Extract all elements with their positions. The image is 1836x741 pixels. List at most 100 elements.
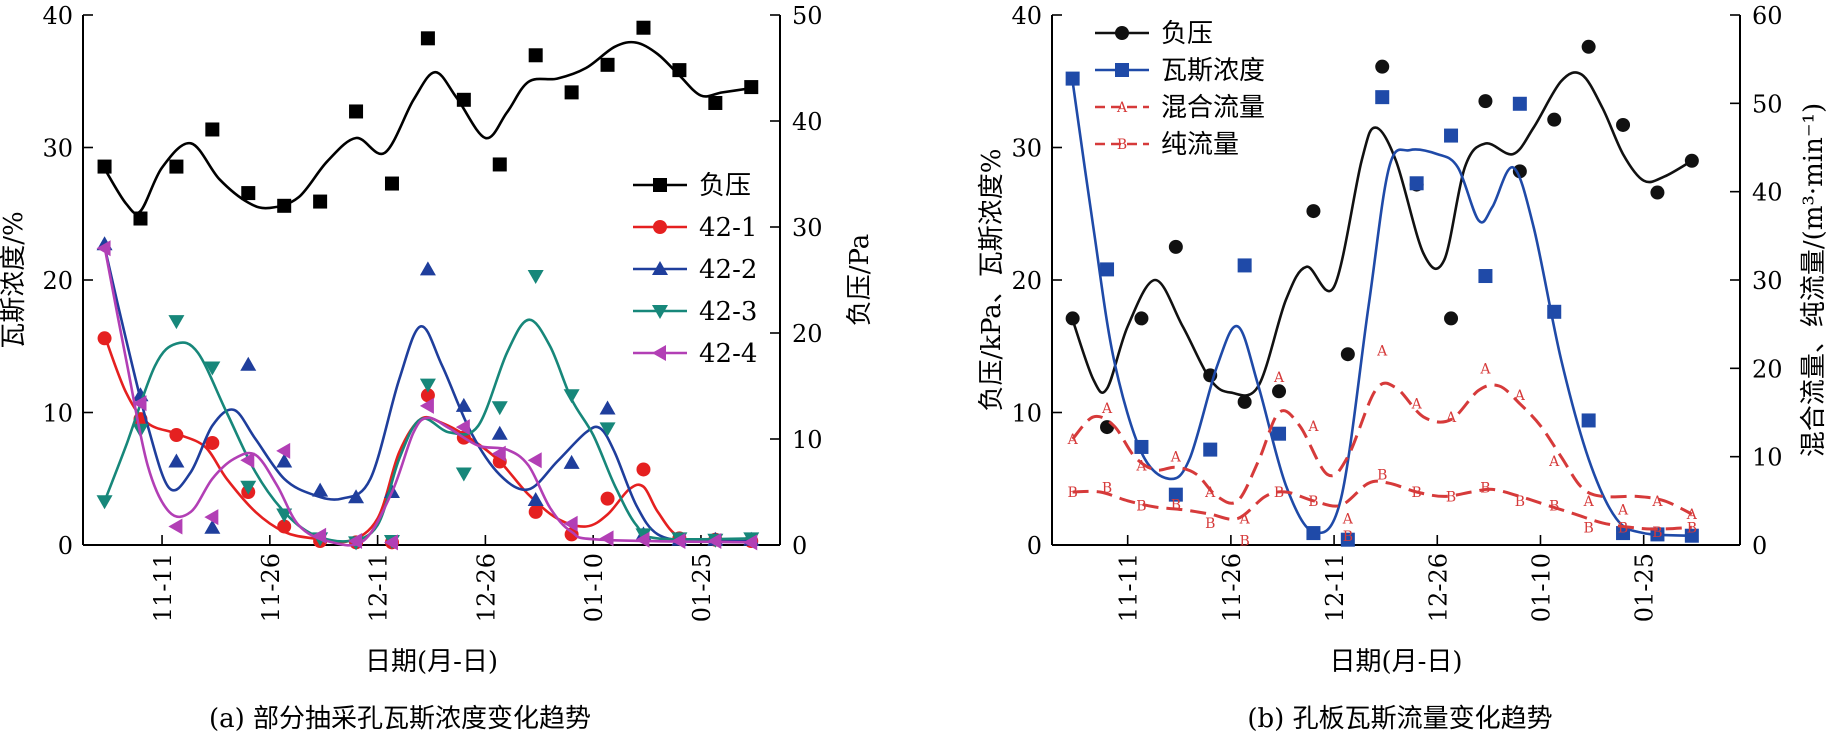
data-point xyxy=(168,453,185,468)
legend-marker: B xyxy=(1117,137,1127,153)
data-point xyxy=(1581,413,1596,428)
right-y-tick-label: 10 xyxy=(792,426,823,454)
right-y-tick-label: 20 xyxy=(1752,355,1783,383)
data-point xyxy=(96,240,111,257)
data-point: B xyxy=(1515,494,1525,510)
data-point xyxy=(456,92,471,107)
left-y-tick-label: 40 xyxy=(1011,2,1042,30)
legend-label: 负压 xyxy=(699,171,751,201)
legend-marker xyxy=(652,261,668,275)
data-point xyxy=(277,198,292,213)
data-point: A xyxy=(1170,450,1182,466)
series-line xyxy=(103,318,752,543)
data-point xyxy=(600,491,615,506)
data-point: A xyxy=(1376,344,1388,360)
data-point: A xyxy=(1583,494,1595,510)
data-point xyxy=(744,80,759,95)
data-point: B xyxy=(1274,485,1284,501)
data-point xyxy=(1375,90,1390,105)
data-point: A xyxy=(1548,454,1560,470)
data-point xyxy=(384,176,399,191)
series-line xyxy=(103,246,752,547)
left-y-tick-label: 0 xyxy=(58,532,73,560)
data-point xyxy=(169,428,184,443)
data-point: B xyxy=(1343,529,1353,545)
right-y-tick-label: 60 xyxy=(1752,2,1783,30)
right-y-tick-label: 40 xyxy=(792,108,823,136)
series-line xyxy=(103,40,752,215)
data-point xyxy=(169,159,184,174)
data-point: B xyxy=(1618,520,1628,536)
right-y-tick-label: 50 xyxy=(792,2,823,30)
data-point xyxy=(205,122,220,137)
data-point xyxy=(312,482,329,497)
data-point xyxy=(1134,311,1149,326)
data-point xyxy=(419,397,434,414)
left-y-tick-label: 20 xyxy=(42,267,73,295)
series-line xyxy=(103,246,752,543)
series-42-4 xyxy=(96,240,758,551)
data-point xyxy=(528,48,543,63)
chart-panel-a: 0 10 20 30 40 0 10 20 30 40 50 11-11 11-26 12-11 12-26… xyxy=(0,2,875,734)
data-point xyxy=(707,533,722,550)
series-line xyxy=(103,335,752,544)
legend-item: 负压 xyxy=(1095,19,1213,49)
x-tick-label: 12-11 xyxy=(365,553,393,622)
data-point xyxy=(455,467,472,482)
x-tick-label: 11-26 xyxy=(1218,553,1246,622)
series-line xyxy=(1071,71,1693,397)
data-point xyxy=(636,462,651,477)
legend-marker xyxy=(652,305,668,319)
x-axis-label: 日期(月-日) xyxy=(1329,647,1462,677)
data-point xyxy=(204,519,221,534)
left-y-tick-label: 20 xyxy=(1011,267,1042,295)
x-tick-label: 11-26 xyxy=(257,553,285,622)
data-point xyxy=(1375,59,1390,74)
data-point: A xyxy=(1135,459,1147,475)
data-point: A xyxy=(1445,410,1457,426)
right-y-tick-label: 30 xyxy=(1752,267,1783,295)
legend-item: A 混合流量 xyxy=(1095,93,1265,123)
x-tick-label: 12-26 xyxy=(1424,553,1452,622)
data-point: A xyxy=(1651,494,1663,510)
data-point xyxy=(241,186,256,201)
data-point xyxy=(96,495,113,510)
legend-item: 负压 xyxy=(633,171,751,201)
right-y-axis-label: 负压/Pa xyxy=(845,234,875,327)
data-point xyxy=(492,157,507,172)
data-point xyxy=(1512,164,1527,179)
left-y-axis-label: 瓦斯浓度/% xyxy=(0,211,29,348)
data-point xyxy=(313,194,328,209)
data-point xyxy=(491,445,506,462)
x-tick-label: 11-11 xyxy=(1115,553,1143,622)
data-point xyxy=(348,533,363,550)
legend-marker: A xyxy=(1116,100,1128,116)
data-point: B xyxy=(1411,485,1421,501)
data-point xyxy=(1168,487,1183,502)
data-point xyxy=(455,419,470,436)
series-line xyxy=(1071,81,1692,537)
legend-item: B 纯流量 xyxy=(1095,130,1239,160)
data-point xyxy=(204,509,219,526)
series-42-1 xyxy=(97,331,759,550)
right-y-tick-label: 0 xyxy=(1752,532,1767,560)
data-point xyxy=(1306,204,1321,219)
data-point: A xyxy=(1686,507,1698,523)
data-point xyxy=(527,270,544,285)
series-瓦斯浓度 xyxy=(1065,71,1699,547)
data-point: B xyxy=(1136,498,1146,514)
data-point xyxy=(1581,39,1596,54)
x-tick-label: 01-25 xyxy=(1631,553,1659,622)
legend-item: 42-2 xyxy=(633,255,757,285)
data-point xyxy=(528,504,543,519)
left-y-tick-label: 10 xyxy=(1011,400,1042,428)
data-point xyxy=(348,489,365,504)
data-point xyxy=(420,31,435,46)
data-point xyxy=(312,527,327,544)
data-point: A xyxy=(1514,388,1526,404)
data-point xyxy=(1650,185,1665,200)
legend-item: 42-4 xyxy=(633,339,757,369)
legend-item: 42-1 xyxy=(633,213,757,243)
data-point xyxy=(1100,262,1115,277)
